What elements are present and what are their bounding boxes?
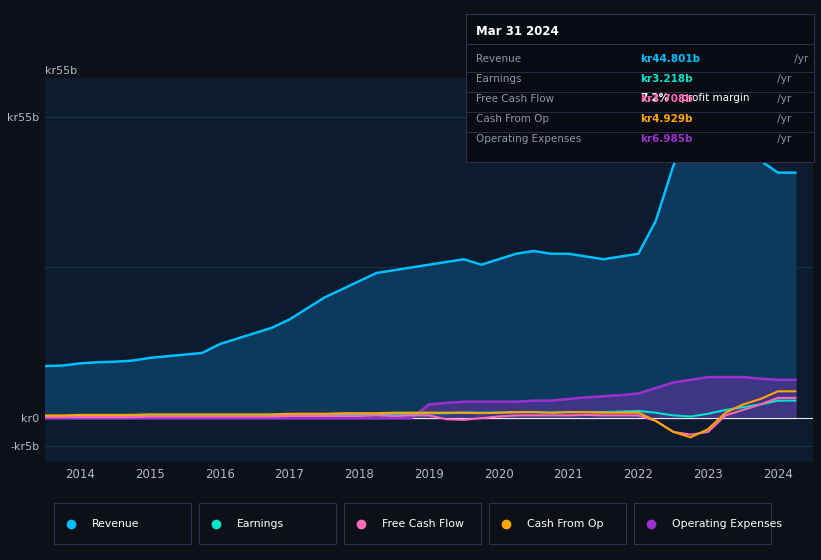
Text: /yr: /yr [774,94,791,104]
Text: /yr: /yr [774,134,791,144]
Text: /yr: /yr [791,54,808,63]
Text: Free Cash Flow: Free Cash Flow [382,519,464,529]
Text: kr3.218b: kr3.218b [640,73,693,83]
Text: kr4.929b: kr4.929b [640,114,692,124]
Text: kr55b: kr55b [45,66,77,76]
Text: profit margin: profit margin [678,93,750,103]
Text: Mar 31 2024: Mar 31 2024 [476,25,559,38]
Text: Cash From Op: Cash From Op [526,519,603,529]
Text: kr44.801b: kr44.801b [640,54,700,63]
Text: /yr: /yr [774,114,791,124]
Text: Revenue: Revenue [476,54,521,63]
Text: Operating Expenses: Operating Expenses [476,134,581,144]
Text: Earnings: Earnings [476,73,521,83]
Text: Cash From Op: Cash From Op [476,114,549,124]
Text: Free Cash Flow: Free Cash Flow [476,94,554,104]
Text: 7.2%: 7.2% [640,93,669,103]
Text: kr3.708b: kr3.708b [640,94,693,104]
Text: kr6.985b: kr6.985b [640,134,692,144]
Text: Operating Expenses: Operating Expenses [672,519,782,529]
Text: /yr: /yr [774,73,791,83]
Text: Earnings: Earnings [236,519,284,529]
Text: Revenue: Revenue [91,519,139,529]
